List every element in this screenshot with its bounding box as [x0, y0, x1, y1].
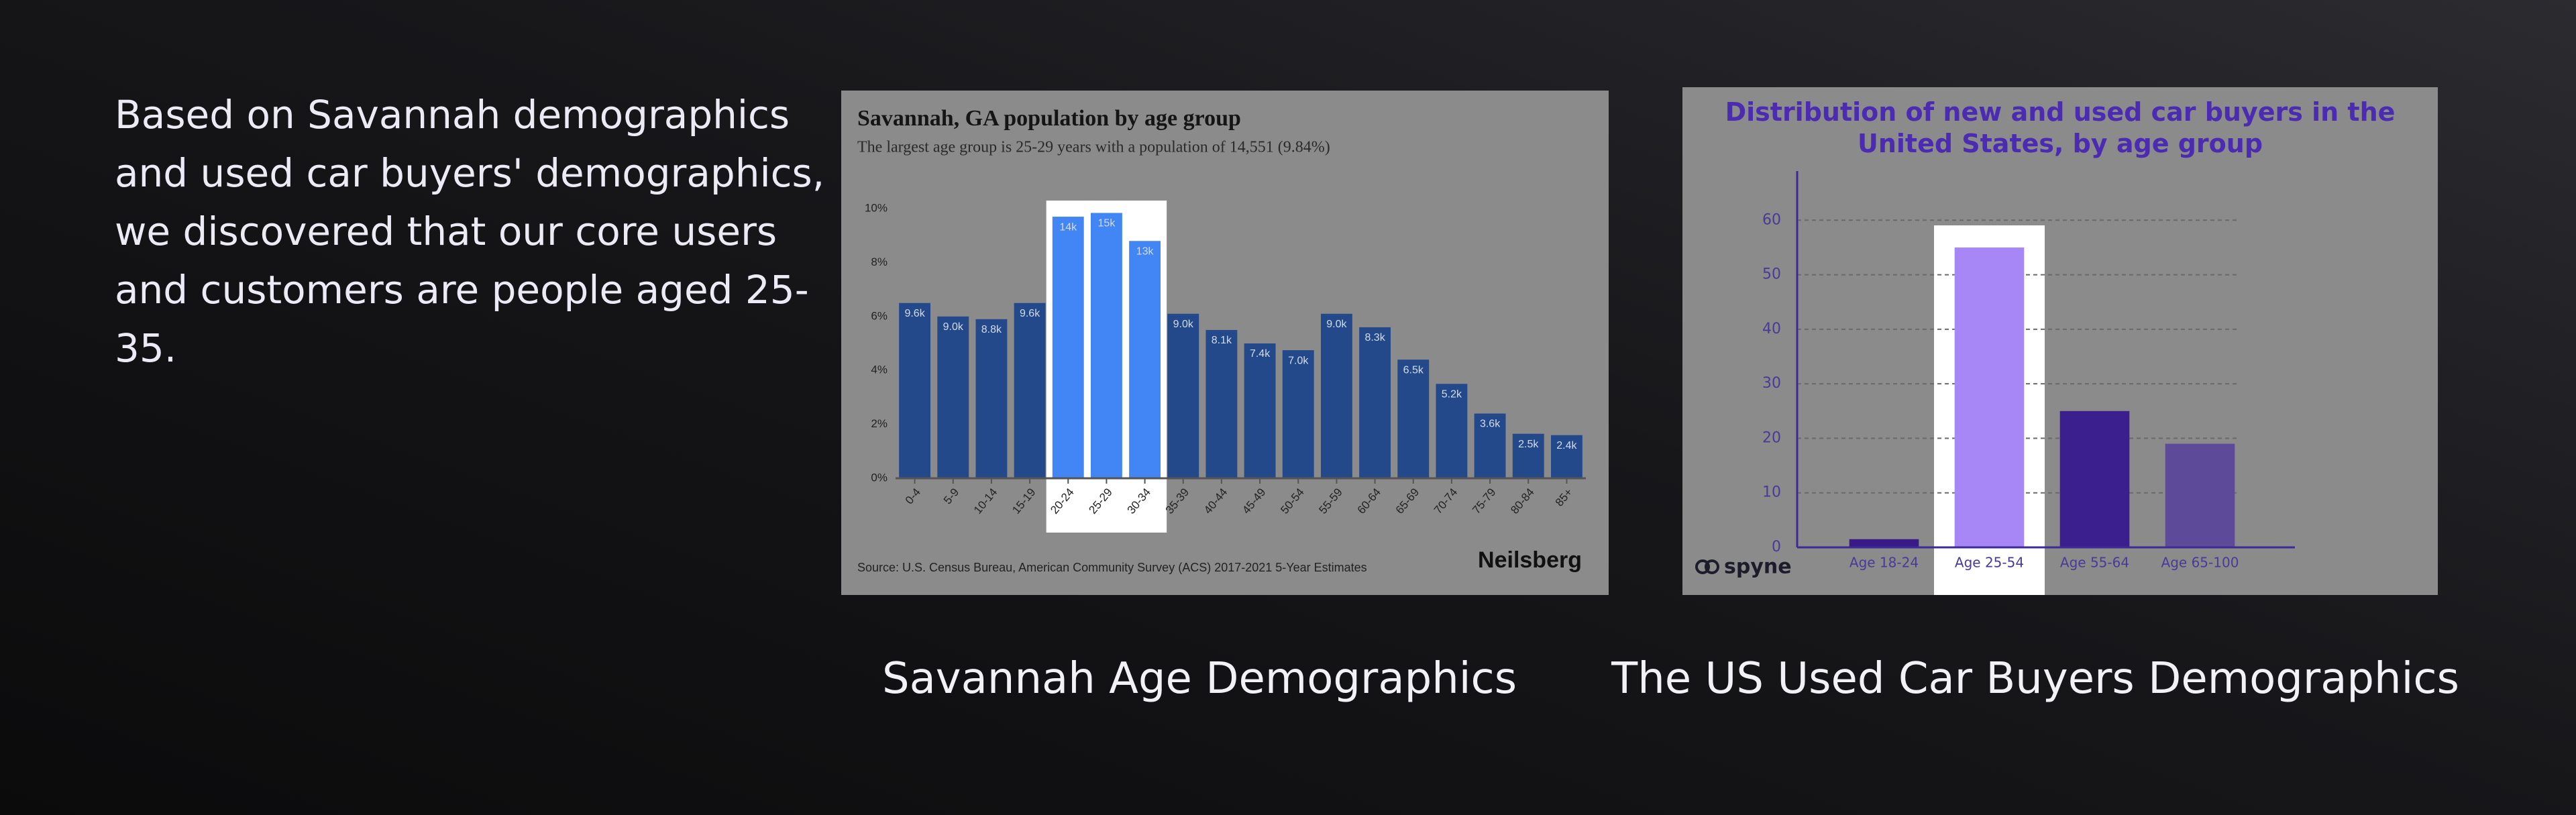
- y-tick-label: 8%: [871, 256, 888, 268]
- x-tick-label: 60-64: [1355, 486, 1384, 517]
- value-label: 2.5k: [1518, 439, 1539, 450]
- bar: [1436, 384, 1468, 478]
- value-label: 9.6k: [904, 308, 925, 319]
- value-label: 8.3k: [1364, 332, 1385, 343]
- x-tick-label: 45-49: [1240, 486, 1269, 517]
- y-tick-label: 10%: [865, 201, 888, 214]
- bar: [1090, 213, 1122, 478]
- bar: [1954, 247, 2025, 547]
- body-text: Based on Savannah demographics and used …: [115, 92, 825, 371]
- bar: [1550, 435, 1582, 478]
- value-label: 7.4k: [1250, 348, 1271, 360]
- chart-title: Distribution of new and used car buyers …: [1725, 97, 2396, 158]
- brand: Neilsberg: [1478, 547, 1582, 573]
- x-tick-label: Age 25-54: [1955, 555, 2024, 571]
- value-label: 8.8k: [981, 324, 1002, 335]
- value-label: 9.0k: [1173, 319, 1194, 330]
- bar: [1205, 329, 1238, 478]
- x-tick-label: 75-79: [1470, 486, 1499, 517]
- y-tick-label: 30: [1762, 375, 1781, 392]
- y-tick-label: 4%: [871, 364, 888, 376]
- y-tick-label: 6%: [871, 309, 888, 322]
- value-label: 9.0k: [943, 321, 964, 333]
- caption: The US Used Car Buyers Demographics: [1611, 654, 2459, 704]
- value-label: 6.5k: [1403, 364, 1424, 376]
- bar: [1282, 350, 1314, 478]
- x-tick-label: Age 18-24: [1849, 555, 1919, 571]
- chart-panel: Savannah, GA population by age group The…: [841, 91, 1609, 595]
- bar: [1244, 343, 1276, 478]
- chart-panel: spyne 0 10 20 30 40 50 60 Age 18-24 Age 25-54 Age…: [1682, 87, 2438, 595]
- x-tick-label: Age 55-64: [2060, 555, 2129, 571]
- chart-title: Savannah, GA population by age group: [857, 106, 1241, 131]
- bar: [1397, 360, 1430, 478]
- y-tick-label: 0: [1772, 539, 1781, 555]
- y-tick-label: 2%: [871, 417, 888, 430]
- x-tick-label: 15-19: [1010, 486, 1038, 517]
- value-label: 8.1k: [1212, 335, 1232, 346]
- caption: Savannah Age Demographics: [881, 654, 1517, 704]
- value-label: 13k: [1136, 246, 1155, 257]
- bar: [1474, 413, 1506, 478]
- bar: [899, 303, 931, 478]
- x-tick-label: 0-4: [903, 486, 923, 506]
- brand: spyne: [1724, 555, 1792, 579]
- x-tick-label: 35-39: [1163, 486, 1192, 517]
- bar: [1359, 327, 1391, 478]
- bar: [2165, 443, 2235, 547]
- value-label: 9.6k: [1020, 308, 1040, 319]
- x-tick-label: 85+: [1553, 486, 1575, 508]
- x-tick-label: Age 65-100: [2161, 555, 2239, 571]
- bar: [1512, 433, 1544, 478]
- y-tick-label: 50: [1762, 266, 1781, 283]
- value-label: 5.2k: [1442, 389, 1462, 400]
- bar: [975, 319, 1008, 478]
- value-label: 15k: [1098, 218, 1116, 229]
- x-tick-label: 50-54: [1278, 486, 1307, 517]
- logo: [1695, 559, 1719, 574]
- x-tick-label: 65-69: [1393, 486, 1422, 517]
- bar: [1129, 241, 1161, 478]
- bar: [1052, 217, 1084, 478]
- bar: [1320, 313, 1352, 478]
- bar: [1849, 539, 1919, 547]
- source-note: Source: U.S. Census Bureau, American Com…: [857, 561, 1367, 574]
- value-label: 14k: [1059, 221, 1077, 233]
- y-tick-label: 20: [1762, 429, 1781, 446]
- value-label: 7.0k: [1288, 355, 1309, 366]
- chart-subtitle: The largest age group is 25-29 years wit…: [857, 139, 1330, 156]
- x-tick-label: 10-14: [971, 486, 1000, 517]
- x-tick-label: 80-84: [1508, 486, 1537, 517]
- y-tick-label: 60: [1762, 211, 1781, 228]
- x-tick-label: 40-44: [1201, 486, 1230, 517]
- value-label: 3.6k: [1480, 419, 1501, 430]
- bar: [1167, 313, 1199, 478]
- value-label: 9.0k: [1326, 319, 1347, 330]
- y-tick-label: 0%: [871, 471, 888, 484]
- x-tick-label: 5-9: [941, 486, 961, 506]
- bar: [1014, 303, 1046, 478]
- y-tick-label: 40: [1762, 321, 1781, 337]
- x-tick-label: 55-59: [1316, 486, 1345, 517]
- bar: [937, 316, 969, 478]
- chart: spyne 0 10 20 30 40 50 60 Age 18-24 Age 25-54 Age…: [1695, 171, 2295, 595]
- value-label: 2.4k: [1556, 440, 1577, 451]
- y-tick-label: 10: [1762, 484, 1781, 501]
- bar: [2059, 411, 2130, 547]
- chart: Savannah, GA population by age group The…: [857, 106, 1586, 574]
- x-tick-label: 70-74: [1432, 486, 1460, 517]
